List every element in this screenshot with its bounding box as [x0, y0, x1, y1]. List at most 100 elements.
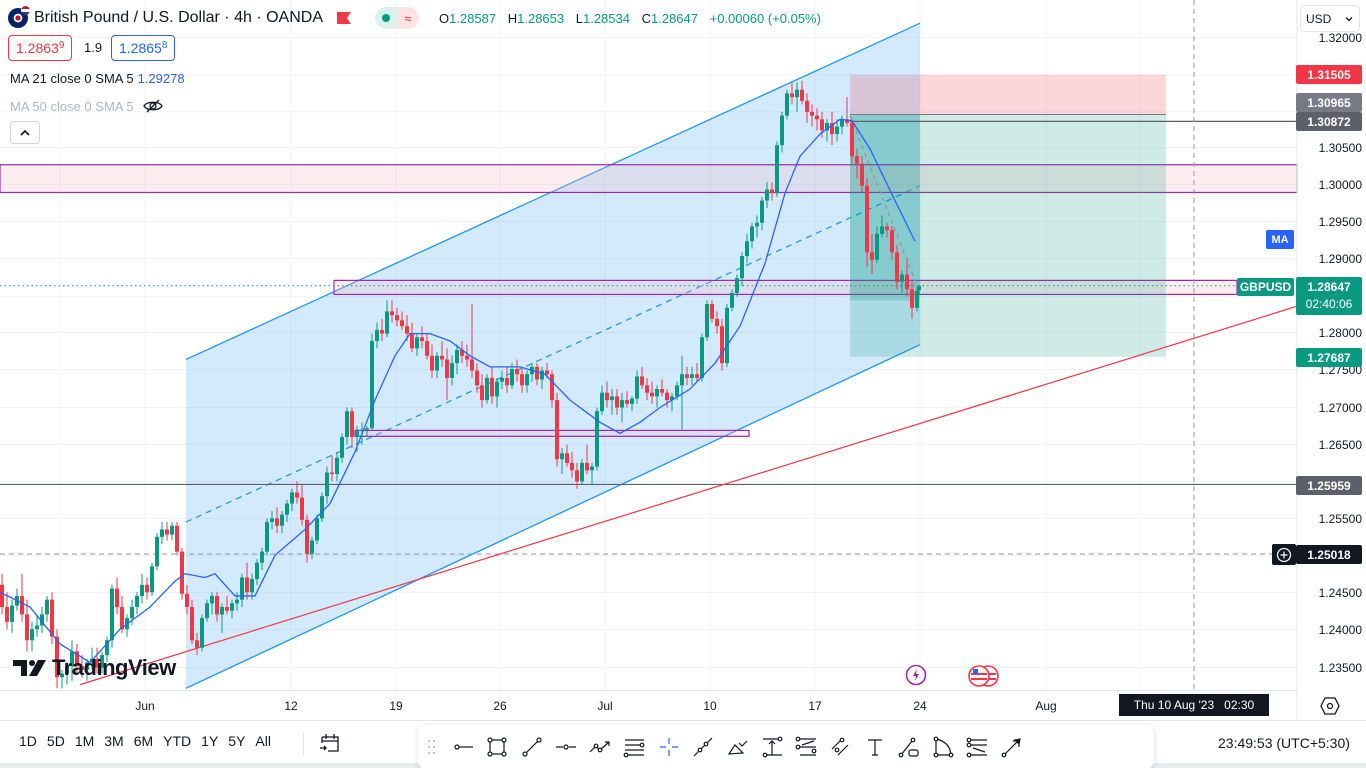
indicator-label: MA 50 close 0 SMA 5 — [10, 99, 134, 114]
arc-tool-button[interactable] — [926, 730, 960, 764]
candle-body — [845, 119, 849, 123]
candle-body — [305, 519, 309, 554]
candle-body — [625, 400, 629, 404]
indicator-ma21-legend[interactable]: MA 21 close 0 SMA 5 1.29278 — [10, 71, 185, 86]
candle-body — [670, 396, 674, 401]
range-1y-button[interactable]: 1Y — [201, 733, 219, 749]
candle-body — [415, 337, 419, 349]
add-alert-plus-button[interactable] — [1272, 544, 1296, 565]
text-tool-button[interactable] — [858, 730, 892, 764]
buy-button[interactable]: 1.2865 8 — [111, 35, 176, 61]
chart-canvas[interactable] — [0, 0, 1366, 720]
symbol-title[interactable]: British Pound / U.S. Dollar · 4h · OANDA — [34, 9, 323, 26]
market-status[interactable]: ≈ — [374, 7, 419, 29]
price-axis-label: 1.23500 — [1318, 661, 1362, 675]
low-label: L — [575, 10, 583, 26]
candle-body — [250, 578, 254, 593]
drawing-toolbar — [418, 725, 1154, 768]
brush-tool-button[interactable] — [720, 730, 754, 764]
range-5y-button[interactable]: 5Y — [228, 733, 246, 749]
range-1m-button[interactable]: 1M — [74, 733, 95, 749]
candle-body — [210, 595, 214, 604]
arrow-tool-button[interactable] — [995, 730, 1029, 764]
plus-circle-icon — [1276, 547, 1292, 562]
candle-body — [105, 640, 109, 656]
price-axis-label: 1.24500 — [1318, 586, 1362, 600]
candle-body — [95, 658, 99, 668]
candle-body — [255, 562, 259, 579]
callout-tool-button[interactable] — [892, 730, 926, 764]
trend-line-tool-button[interactable] — [515, 730, 549, 764]
candle-body — [20, 595, 24, 615]
channel-middle-line — [185, 185, 921, 523]
fib-channel-tool-button[interactable] — [960, 730, 994, 764]
price-axis-label: 1.26500 — [1318, 438, 1362, 452]
sell-price-pip: 9 — [58, 39, 65, 51]
price-range-tool-button[interactable] — [755, 730, 789, 764]
clock-timezone[interactable]: 23:49:53 (UTC+5:30) — [1218, 735, 1350, 751]
high-value: 1.28653 — [517, 10, 565, 26]
path-tool-button[interactable] — [583, 730, 617, 764]
candle-body — [165, 529, 169, 535]
candle-body — [725, 307, 729, 364]
sell-button[interactable]: 1.2863 9 — [8, 35, 73, 61]
time-axis-label: 24 — [913, 699, 927, 713]
candle-body — [700, 337, 704, 378]
candle-body — [900, 274, 904, 282]
candle-body — [435, 355, 439, 371]
extended-line-tool-button[interactable] — [686, 730, 720, 764]
indicator-label: MA 21 close 0 SMA 5 — [10, 71, 134, 86]
buy-price: 1.2865 — [119, 40, 162, 56]
candle-body — [915, 290, 919, 308]
crosshair-tool-button[interactable] — [652, 730, 686, 764]
range-6m-button[interactable]: 6M — [133, 733, 154, 749]
candle-body — [205, 603, 209, 619]
flag-mark-icon[interactable] — [336, 12, 351, 24]
drag-handle-icon[interactable] — [426, 739, 438, 755]
parallel-channel-tool-button[interactable] — [617, 730, 651, 764]
eye-hidden-icon[interactable] — [143, 99, 163, 116]
candle-body — [240, 577, 244, 600]
candle-body — [470, 359, 474, 371]
price-tag: 1.27687 — [1296, 348, 1362, 367]
candle-body — [815, 115, 819, 120]
candle-body — [155, 536, 159, 567]
range-ytd-button[interactable]: YTD — [163, 733, 192, 749]
range-3m-button[interactable]: 3M — [104, 733, 124, 749]
axis-settings-icon[interactable] — [1320, 697, 1340, 715]
range-1d-button[interactable]: 1D — [19, 733, 37, 749]
sell-price: 1.2863 — [16, 40, 59, 56]
range-all-button[interactable]: All — [255, 733, 271, 749]
candle-body — [615, 396, 619, 408]
candle-body — [405, 326, 409, 334]
chevron-up-icon — [20, 129, 30, 136]
candle-body — [905, 274, 909, 290]
earnings-lightning-icon[interactable] — [905, 664, 927, 686]
regression-tool-button[interactable] — [823, 730, 857, 764]
candle-body — [830, 122, 834, 135]
fib-retracement-icon — [795, 736, 817, 756]
ma-label: MA — [1266, 230, 1294, 249]
candle-body — [325, 472, 329, 497]
crosshair-time-label: Thu 10 Aug '23 02:30 — [1119, 694, 1269, 716]
open-value: 1.28587 — [449, 10, 497, 26]
rectangle-tool-button[interactable] — [480, 730, 514, 764]
fib-retracement-tool-button[interactable] — [789, 730, 823, 764]
candle-body — [690, 374, 694, 378]
time-axis[interactable]: Jun 12 19 26 Jul 10 17 24 Aug — [0, 690, 1297, 720]
tradingview-logo[interactable]: TradingView — [13, 655, 176, 681]
candle-body — [365, 428, 369, 430]
horizontal-ray-tool-button[interactable] — [446, 730, 480, 764]
range-5d-button[interactable]: 5D — [46, 733, 65, 749]
callout-icon — [898, 737, 919, 758]
candle-body — [225, 607, 229, 611]
grid-lines — [0, 0, 1297, 690]
us-economic-events-icon[interactable] — [966, 664, 1006, 688]
currency-select[interactable]: USD — [1300, 5, 1360, 32]
horizontal-line-tool-button[interactable] — [549, 730, 583, 764]
indicator-ma50-legend[interactable]: MA 50 close 0 SMA 5 — [10, 99, 163, 116]
candle-body — [840, 119, 844, 127]
collapse-legend-button[interactable] — [10, 121, 40, 144]
go-to-date-icon[interactable] — [318, 731, 342, 755]
